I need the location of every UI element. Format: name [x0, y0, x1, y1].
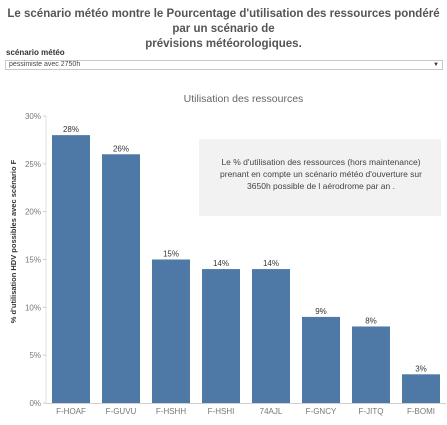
x-tick-label: F-HSHH [156, 407, 186, 416]
x-tick-label: F-HSHI [208, 407, 235, 416]
bar [102, 154, 140, 403]
x-tick-label: F-JITQ [359, 407, 384, 416]
data-label: 14% [213, 259, 229, 268]
annotation-line-2: prenant en compte un scénario météo d'ou… [220, 169, 422, 179]
data-label: 3% [415, 364, 427, 373]
data-label: 28% [63, 125, 79, 134]
weather-scenario-dropdown[interactable]: pessimiste avec 2750h ▼ [5, 60, 443, 70]
page-headline: Le scénario météo montre le Pourcentage … [0, 7, 447, 52]
bar [252, 269, 290, 403]
annotation-line-3: 3650h possible de l aérodrome par an . [247, 181, 395, 191]
annotation-box: Le % d'utilisation des ressources (hors … [199, 139, 441, 216]
data-label: 9% [315, 307, 327, 316]
data-label: 14% [263, 259, 279, 268]
filter-label: scénario météo [6, 48, 65, 57]
headline-line-1: Le scénario météo montre le Pourcentage … [7, 8, 440, 35]
y-tick-label: 5% [29, 351, 41, 360]
data-label: 15% [163, 250, 179, 259]
bar [52, 135, 90, 403]
bar [402, 374, 440, 403]
x-tick-label: F-GUVU [106, 407, 137, 416]
y-tick-label: 30% [25, 112, 41, 121]
y-tick-label: 0% [29, 399, 41, 408]
annotation-line-1: Le % d'utilisation des ressources (hors … [221, 157, 421, 167]
x-tick-label: 74AJL [260, 407, 283, 416]
bar [302, 316, 340, 403]
bar [202, 269, 240, 403]
data-label: 26% [113, 144, 129, 153]
x-tick-label: F-BOMI [407, 407, 435, 416]
x-tick-label: F-GNCY [306, 407, 337, 416]
y-tick-label: 20% [25, 208, 41, 217]
chevron-down-icon[interactable]: ▼ [433, 62, 439, 68]
chart-title: Utilisation des ressources [183, 93, 304, 105]
x-tick-label: F-HOAF [56, 407, 86, 416]
dropdown-value: pessimiste avec 2750h [9, 61, 81, 68]
y-tick-label: 15% [25, 256, 41, 265]
bar [352, 326, 390, 403]
data-label: 8% [365, 316, 377, 325]
y-axis-label: % d'utilisation HDV possibles avec scéna… [9, 159, 18, 323]
y-tick-label: 10% [25, 303, 41, 312]
y-tick-label: 25% [25, 160, 41, 169]
headline-line-2: prévisions météorologiques. [145, 38, 302, 50]
bar [152, 259, 190, 403]
